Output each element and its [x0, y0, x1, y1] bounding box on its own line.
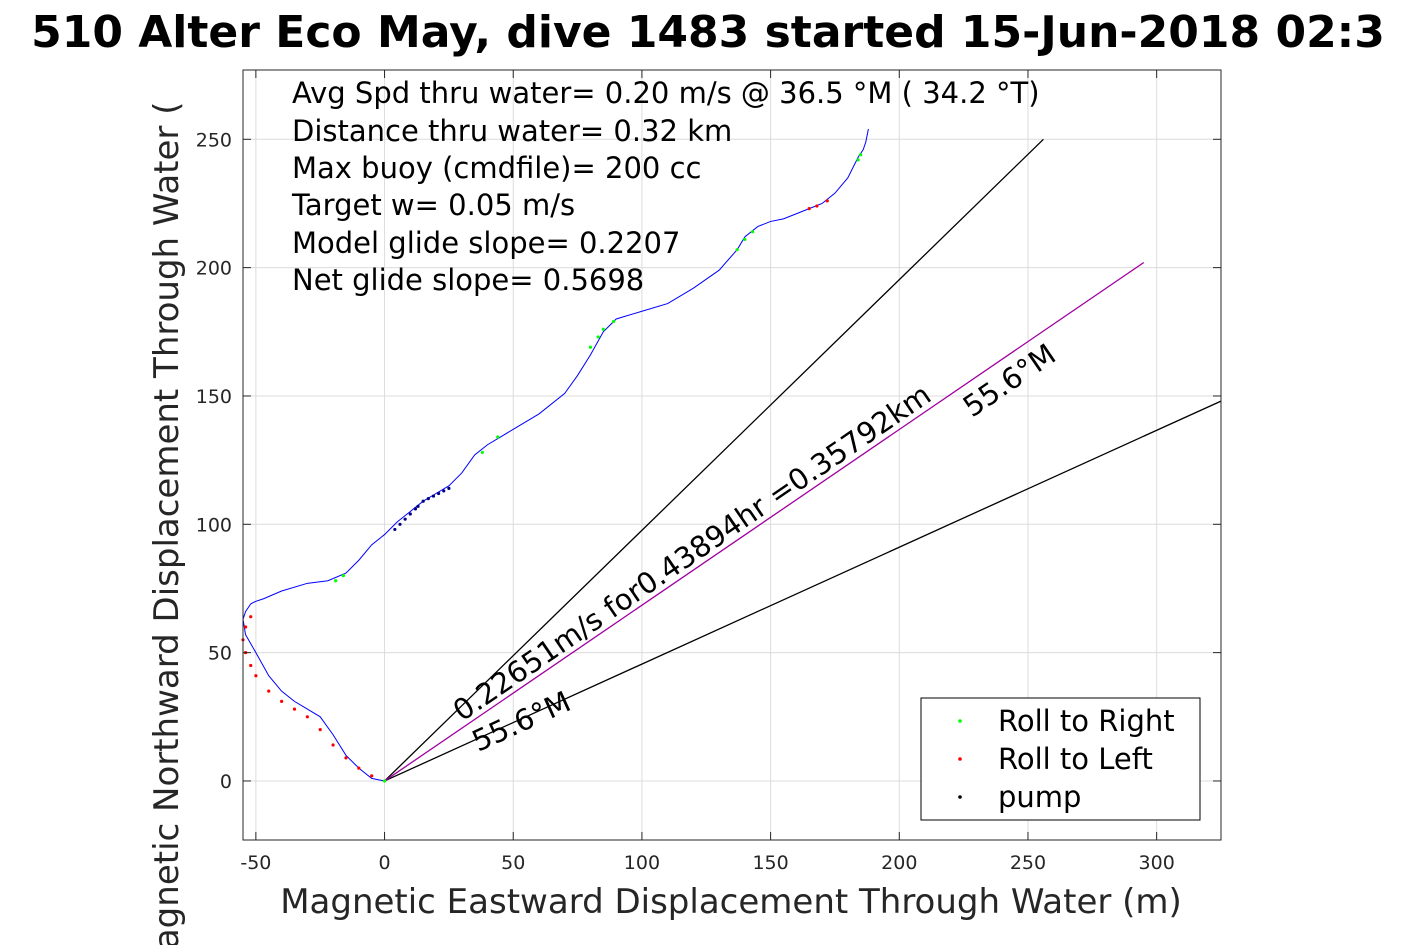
roll-to-right-point [588, 345, 593, 349]
reference-line-3 [384, 261, 1145, 782]
pump-point [408, 512, 412, 516]
y-tick-label: 50 [208, 643, 232, 665]
y-tick-label: 100 [196, 514, 232, 536]
data-series [241, 128, 869, 783]
roll-to-left-point [331, 743, 335, 747]
roll-to-left-point [305, 715, 309, 719]
roll-to-right-point [334, 579, 338, 583]
roll-to-right-point [596, 335, 600, 339]
stat-net-glide: Net glide slope= 0.5698 [292, 263, 644, 297]
roll-to-left-point [254, 674, 258, 678]
pump-point [431, 494, 436, 498]
roll-to-left-point [243, 625, 248, 629]
x-tick-label: 100 [624, 852, 660, 874]
dive-stats-text: Avg Spd thru water= 0.20 m/s @ 36.5 °M (… [291, 76, 1040, 297]
reference-lines [384, 138, 1222, 782]
roll-to-left-point [280, 699, 284, 704]
x-tick-label: 150 [752, 852, 788, 874]
stat-distance: Distance thru water= 0.32 km [292, 114, 732, 148]
stat-max-buoy: Max buoy (cmdfile)= 200 cc [292, 151, 701, 185]
roll-to-left-point [249, 615, 253, 619]
pump-point [426, 497, 430, 501]
y-axis-label: Magnetic Northward Displacement Through … [147, 102, 187, 945]
legend: Roll to Right Roll to Left pump [920, 697, 1201, 821]
x-axis-label: Magnetic Eastward Displacement Through W… [280, 882, 1182, 922]
x-tick-label: -50 [240, 852, 271, 874]
roll-to-left-point [318, 728, 322, 732]
x-tick-label: 300 [1139, 852, 1175, 874]
roll-to-right-point [856, 158, 860, 162]
roll-to-right-point [735, 248, 739, 252]
roll-to-left-point [249, 663, 253, 668]
dive-track-line [242, 128, 869, 782]
roll-to-right-point [743, 237, 747, 241]
roll-to-right-point [382, 779, 387, 783]
y-tick-label: 250 [196, 129, 232, 151]
roll-to-left-point [807, 207, 811, 211]
pump-point [398, 522, 402, 526]
pump-point [416, 504, 420, 508]
stat-model-glide: Model glide slope= 0.2207 [292, 226, 680, 260]
roll-to-left-point [267, 689, 271, 693]
roll-to-left-point [370, 774, 374, 778]
heading-label-upper: 55.6°M [957, 337, 1062, 424]
pump-point [437, 491, 441, 496]
roll-to-right-point [601, 327, 605, 331]
pump-point [421, 499, 425, 503]
axes-box [242, 69, 1222, 841]
roll-to-left-point [815, 204, 819, 208]
y-tick-label: 0 [220, 771, 232, 793]
y-tick-label: 150 [196, 386, 232, 408]
stat-avg-speed: Avg Spd thru water= 0.20 m/s @ 36.5 °M (… [292, 76, 1040, 110]
pump-point [393, 527, 397, 532]
legend-marker-roll-left [958, 757, 962, 761]
roll-to-left-point [344, 756, 348, 760]
chart-title: 510 Alter Eco May, dive 1483 started 15-… [31, 7, 1385, 58]
reference-line-1 [384, 138, 1044, 782]
x-tick-label: 250 [1010, 852, 1046, 874]
roll-to-right-point [612, 319, 616, 324]
roll-to-right-point [496, 435, 500, 439]
stat-target-w: Target w= 0.05 m/s [291, 188, 575, 222]
roll-to-right-point [750, 230, 755, 234]
x-tick-label: 50 [501, 852, 525, 874]
pump-point [403, 517, 407, 521]
roll-to-right-point [480, 450, 484, 455]
axis-ticks: -50 0 50 100 150 200 250 300 0 50 100 150 200 250 [196, 70, 1221, 874]
legend-marker-roll-right [958, 719, 962, 723]
pump-point [442, 489, 446, 493]
grid-lines [243, 70, 1221, 840]
roll-to-left-point [357, 766, 361, 770]
legend-label-roll-right: Roll to Right [998, 704, 1175, 738]
legend-label-pump: pump [998, 780, 1081, 814]
pump-point [413, 507, 418, 511]
roll-to-right-point [859, 153, 863, 157]
y-tick-label: 200 [196, 258, 232, 280]
current-annotation: 0.22651m/s for0.43894hr =0.35792km [447, 377, 937, 728]
pump-point [447, 486, 451, 490]
x-tick-label: 0 [379, 852, 391, 874]
legend-marker-pump [958, 795, 962, 799]
roll-to-left-point [292, 707, 297, 711]
reference-line-2 [384, 400, 1222, 782]
legend-box [920, 697, 1201, 821]
legend-label-roll-left: Roll to Left [998, 742, 1153, 776]
roll-to-right-point [341, 574, 345, 578]
roll-to-left-point [825, 199, 829, 203]
x-tick-label: 200 [881, 852, 917, 874]
